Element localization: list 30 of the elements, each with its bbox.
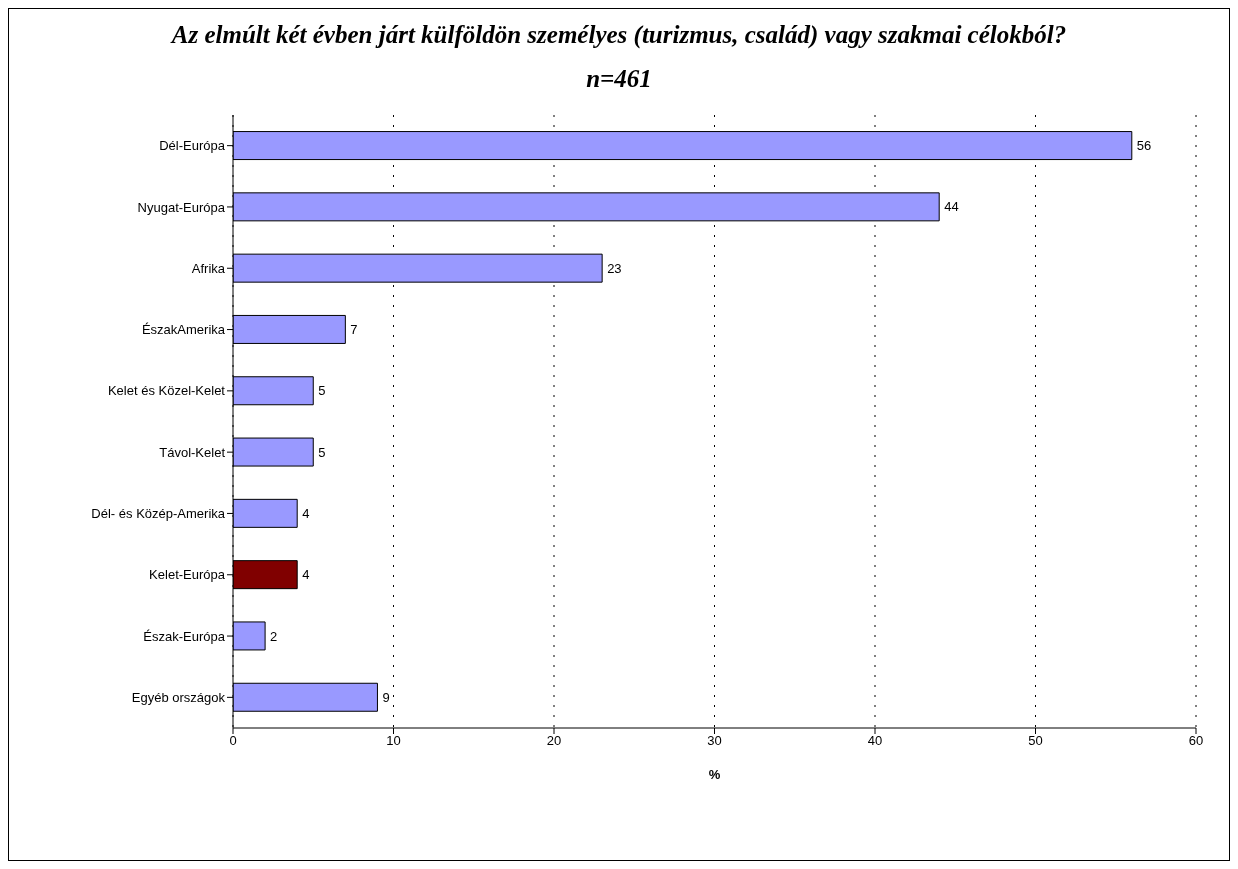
y-tick-label: Nyugat-Európa <box>137 199 226 215</box>
x-tick-label: 60 <box>1188 733 1204 749</box>
x-tick-label: 30 <box>707 733 722 749</box>
data-label: 9 <box>382 689 390 705</box>
x-tick-label: 10 <box>386 733 401 749</box>
chart-title: Az elmúlt két évben járt külföldön személyes (turizmus, család) vagy szakmai célokból? <box>169 20 1068 49</box>
chart-subtitle: n=461 <box>585 65 653 93</box>
data-label: 5 <box>318 444 326 460</box>
y-tick-label: ÉszakAmerika <box>141 322 226 338</box>
x-axis-title: % <box>708 767 721 782</box>
x-tick-label: 0 <box>229 733 237 749</box>
data-label: 44 <box>944 199 959 215</box>
x-tick-label: 20 <box>546 733 562 749</box>
data-label: 7 <box>350 322 358 338</box>
data-label: 23 <box>607 260 622 276</box>
y-tick-label: Egyéb országok <box>131 689 226 705</box>
data-label: 56 <box>1136 138 1152 154</box>
y-tick-label: Távol-Kelet <box>159 444 226 460</box>
data-label: 4 <box>302 505 310 521</box>
y-tick-label: Kelet és Közel-Kelet <box>107 383 226 399</box>
x-tick-label: 50 <box>1028 733 1043 749</box>
y-tick-label: Dél- és Közép-Amerika <box>91 506 226 522</box>
data-label: 4 <box>302 567 310 583</box>
data-label: 2 <box>270 628 278 644</box>
y-tick-label: Dél-Európa <box>159 138 226 154</box>
y-tick-label: Afrika <box>191 260 226 276</box>
y-tick-label: Észak-Európa <box>143 628 226 644</box>
y-tick-label: Kelet-Európa <box>149 567 226 583</box>
x-tick-label: 40 <box>867 733 883 749</box>
data-label: 5 <box>318 383 326 399</box>
